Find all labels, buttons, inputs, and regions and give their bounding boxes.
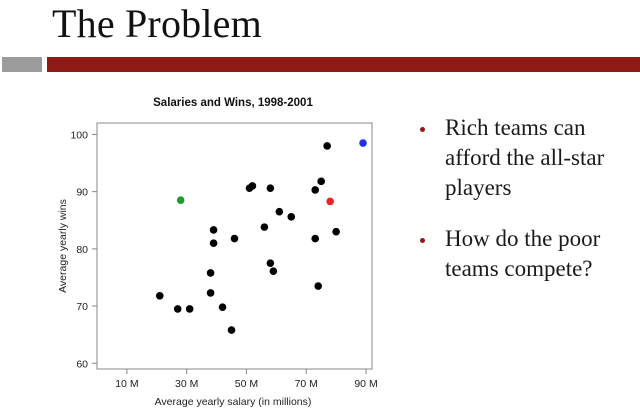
x-tick-label: 10 M xyxy=(115,378,138,390)
bullet-list: Rich teams can afford the all-star playe… xyxy=(418,113,640,305)
data-point xyxy=(176,196,185,205)
data-points xyxy=(155,139,367,334)
y-tick-label: 90 xyxy=(76,187,88,199)
y-tick-label: 80 xyxy=(76,244,88,256)
red-title-bar xyxy=(47,57,640,72)
data-point xyxy=(227,326,236,334)
data-point xyxy=(206,289,215,297)
bullet-text: Rich teams can afford the all-star playe… xyxy=(445,115,605,200)
y-tick-label: 100 xyxy=(70,129,88,141)
data-point xyxy=(275,207,284,216)
y-axis-label: Average yearly wins xyxy=(57,199,69,293)
y-axis: 60 70 80 90 100 xyxy=(70,129,98,370)
x-axis-label: Average yearly salary (in millions) xyxy=(155,396,312,408)
data-point xyxy=(266,184,275,193)
data-point xyxy=(209,226,218,234)
data-point xyxy=(269,267,278,275)
x-tick-label: 50 M xyxy=(235,378,258,390)
bullet-icon xyxy=(420,127,425,132)
data-point xyxy=(314,282,322,290)
data-point xyxy=(311,186,320,194)
data-point xyxy=(266,259,275,267)
data-point xyxy=(185,305,194,313)
data-point xyxy=(206,269,215,277)
bullet-item: Rich teams can afford the all-star playe… xyxy=(418,113,640,203)
x-tick-label: 70 M xyxy=(295,378,318,390)
x-axis: 10 M 30 M 50 M 70 M 90 M xyxy=(115,368,378,390)
chart-title: Salaries and Wins, 1998-2001 xyxy=(153,97,313,109)
data-point xyxy=(287,213,296,221)
y-tick-label: 70 xyxy=(76,301,88,313)
scatter-chart: Salaries and Wins, 1998-2001 10 M 30 M 50 … xyxy=(57,97,378,408)
gray-accent-bar xyxy=(2,57,42,72)
slide-title: The Problem xyxy=(52,1,262,46)
data-point xyxy=(209,239,218,247)
data-point xyxy=(230,234,239,243)
data-point xyxy=(260,223,269,231)
data-point xyxy=(323,142,331,150)
data-point xyxy=(332,227,340,236)
data-point xyxy=(155,291,164,300)
data-point xyxy=(317,177,325,186)
x-tick-label: 30 M xyxy=(175,378,198,390)
bullet-icon xyxy=(420,238,425,243)
y-tick-label: 60 xyxy=(76,358,88,370)
x-tick-label: 90 M xyxy=(354,378,377,390)
data-point xyxy=(359,139,367,147)
bullet-text: How do the poor teams compete? xyxy=(445,226,601,281)
data-point xyxy=(173,305,182,313)
data-point xyxy=(248,182,257,190)
bullet-item: How do the poor teams compete? xyxy=(418,224,640,284)
data-point xyxy=(218,303,227,312)
data-point xyxy=(311,234,320,243)
data-point xyxy=(326,197,334,206)
